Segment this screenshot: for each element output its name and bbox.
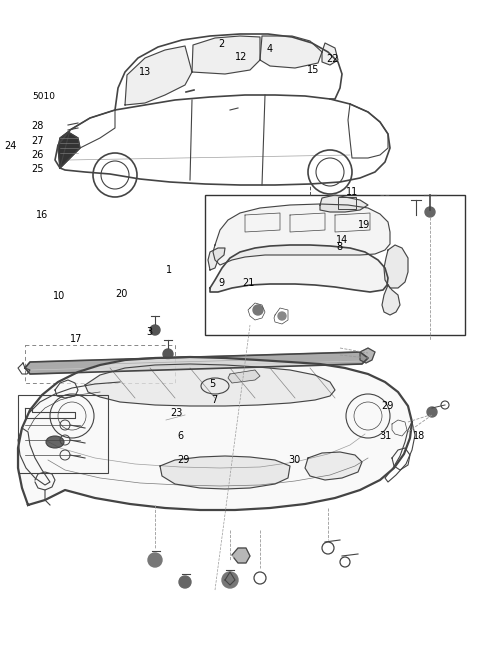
Bar xyxy=(338,197,356,209)
Text: 5: 5 xyxy=(209,379,215,389)
Circle shape xyxy=(148,553,162,567)
Polygon shape xyxy=(322,43,338,65)
Text: 11: 11 xyxy=(346,187,358,197)
Polygon shape xyxy=(210,245,388,292)
Polygon shape xyxy=(232,548,250,563)
Text: 30: 30 xyxy=(288,454,300,465)
Text: 12: 12 xyxy=(235,52,248,62)
Text: 24: 24 xyxy=(4,141,16,152)
Bar xyxy=(205,195,465,335)
Polygon shape xyxy=(25,352,368,374)
Text: 29: 29 xyxy=(382,400,394,411)
Circle shape xyxy=(427,407,437,417)
Polygon shape xyxy=(260,36,322,68)
Text: 4: 4 xyxy=(266,44,273,54)
Text: 6: 6 xyxy=(178,431,184,441)
Polygon shape xyxy=(18,357,412,510)
Text: 8: 8 xyxy=(336,242,342,253)
Text: 25: 25 xyxy=(31,164,44,174)
Polygon shape xyxy=(360,348,375,363)
Bar xyxy=(25,345,175,383)
Text: 3: 3 xyxy=(146,327,153,337)
Text: 18: 18 xyxy=(413,431,425,441)
Text: 10: 10 xyxy=(53,291,65,301)
Circle shape xyxy=(425,207,435,217)
Text: 14: 14 xyxy=(336,234,348,245)
Text: 26: 26 xyxy=(31,150,44,160)
Text: 20: 20 xyxy=(115,289,128,299)
Polygon shape xyxy=(320,195,368,212)
Polygon shape xyxy=(213,204,390,265)
Polygon shape xyxy=(228,370,260,383)
Bar xyxy=(18,395,108,473)
Text: 5010: 5010 xyxy=(33,92,56,101)
Text: 16: 16 xyxy=(36,210,48,220)
Circle shape xyxy=(278,312,286,320)
Polygon shape xyxy=(125,46,192,105)
Polygon shape xyxy=(305,452,362,480)
Ellipse shape xyxy=(46,436,64,448)
Polygon shape xyxy=(58,132,80,168)
Polygon shape xyxy=(160,456,290,489)
Text: 21: 21 xyxy=(242,278,255,288)
Text: 31: 31 xyxy=(379,431,392,441)
Text: 22: 22 xyxy=(326,53,339,64)
Circle shape xyxy=(222,572,238,588)
Text: 2: 2 xyxy=(218,39,225,49)
Polygon shape xyxy=(208,248,225,270)
Text: 29: 29 xyxy=(178,454,190,465)
Circle shape xyxy=(163,349,173,359)
Polygon shape xyxy=(192,36,260,74)
Text: 7: 7 xyxy=(211,395,217,406)
Text: 17: 17 xyxy=(70,333,82,344)
Text: 27: 27 xyxy=(31,135,44,146)
Polygon shape xyxy=(384,245,408,288)
Circle shape xyxy=(150,325,160,335)
Circle shape xyxy=(179,576,191,588)
Text: 13: 13 xyxy=(139,66,152,77)
Text: 19: 19 xyxy=(358,219,370,230)
Text: 28: 28 xyxy=(31,121,44,132)
Text: 23: 23 xyxy=(170,408,183,419)
Circle shape xyxy=(253,305,263,315)
Text: 15: 15 xyxy=(307,65,320,76)
Text: 9: 9 xyxy=(218,278,225,288)
Polygon shape xyxy=(382,285,400,315)
Polygon shape xyxy=(85,364,335,406)
Text: 1: 1 xyxy=(166,265,172,275)
